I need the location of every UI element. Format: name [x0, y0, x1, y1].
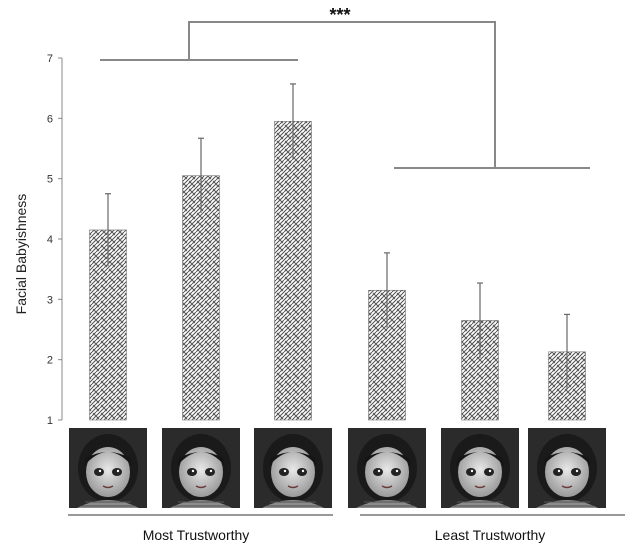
error-bars [105, 83, 570, 390]
y-axis-label: Facial Babyishness [13, 194, 29, 315]
group-label-least-trustworthy: Least Trustworthy [435, 527, 546, 543]
bar [461, 320, 499, 421]
bracket-connector [188, 21, 496, 168]
group-labels: Most Trustworthy Least Trustworthy [68, 514, 625, 543]
significance-label: *** [329, 5, 350, 25]
y-axis: 1 2 3 4 5 6 7 Facial Babyishness [13, 53, 63, 427]
face-images [69, 428, 606, 508]
y-tick-label: 3 [47, 294, 53, 306]
y-ticks: 1 2 3 4 5 6 7 [47, 53, 62, 427]
face-image [69, 428, 147, 508]
face-image [528, 428, 606, 508]
y-tick-label: 6 [47, 113, 53, 125]
face-image [254, 428, 332, 508]
y-tick-label: 1 [47, 415, 53, 427]
bar [182, 175, 220, 421]
group-label-most-trustworthy: Most Trustworthy [143, 527, 250, 543]
y-tick-label: 2 [47, 355, 53, 367]
face-image [441, 428, 519, 508]
face-image [348, 428, 426, 508]
significance-bracket: *** [100, 5, 590, 169]
y-tick-label: 5 [47, 174, 53, 186]
y-tick-label: 4 [47, 234, 53, 246]
face-image [162, 428, 240, 508]
y-tick-label: 7 [47, 53, 53, 65]
bar [274, 121, 312, 421]
bars [89, 121, 586, 421]
